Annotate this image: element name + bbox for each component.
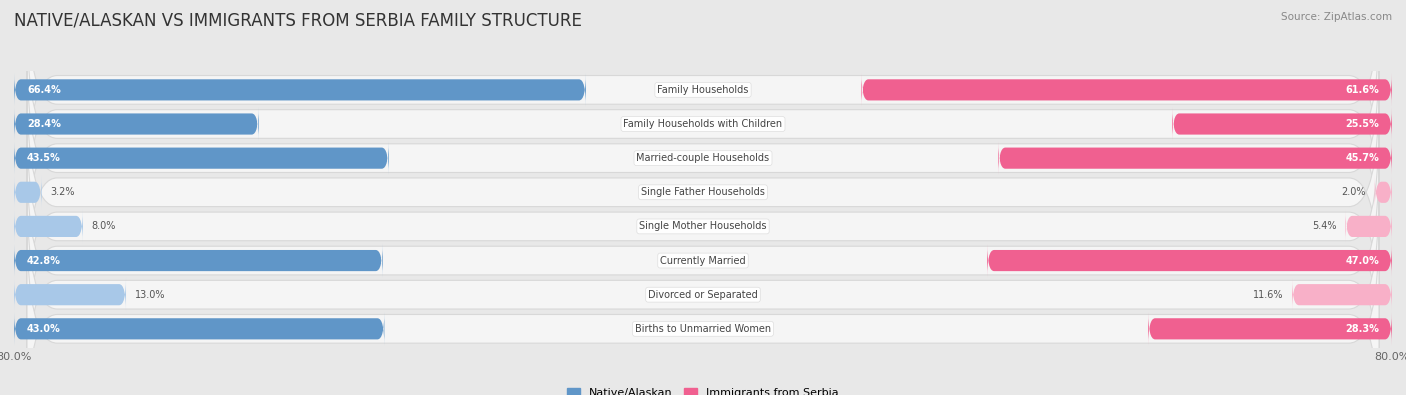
Text: 61.6%: 61.6% bbox=[1346, 85, 1379, 95]
Text: Source: ZipAtlas.com: Source: ZipAtlas.com bbox=[1281, 12, 1392, 22]
Text: 28.3%: 28.3% bbox=[1346, 324, 1379, 334]
Text: NATIVE/ALASKAN VS IMMIGRANTS FROM SERBIA FAMILY STRUCTURE: NATIVE/ALASKAN VS IMMIGRANTS FROM SERBIA… bbox=[14, 12, 582, 30]
FancyBboxPatch shape bbox=[862, 73, 1392, 107]
Text: Births to Unmarried Women: Births to Unmarried Women bbox=[636, 324, 770, 334]
Text: Single Father Households: Single Father Households bbox=[641, 187, 765, 197]
FancyBboxPatch shape bbox=[27, 19, 1379, 229]
Text: 13.0%: 13.0% bbox=[135, 290, 165, 300]
FancyBboxPatch shape bbox=[27, 53, 1379, 263]
Text: 11.6%: 11.6% bbox=[1253, 290, 1284, 300]
FancyBboxPatch shape bbox=[1292, 278, 1392, 311]
FancyBboxPatch shape bbox=[1346, 210, 1392, 243]
Text: 43.0%: 43.0% bbox=[27, 324, 60, 334]
FancyBboxPatch shape bbox=[27, 87, 1379, 297]
FancyBboxPatch shape bbox=[14, 278, 127, 311]
FancyBboxPatch shape bbox=[998, 141, 1392, 175]
FancyBboxPatch shape bbox=[27, 121, 1379, 331]
Text: Family Households with Children: Family Households with Children bbox=[623, 119, 783, 129]
FancyBboxPatch shape bbox=[14, 210, 83, 243]
FancyBboxPatch shape bbox=[27, 0, 1379, 195]
Text: 3.2%: 3.2% bbox=[51, 187, 75, 197]
FancyBboxPatch shape bbox=[27, 155, 1379, 366]
FancyBboxPatch shape bbox=[14, 107, 259, 141]
Text: 47.0%: 47.0% bbox=[1346, 256, 1379, 265]
Text: 2.0%: 2.0% bbox=[1341, 187, 1367, 197]
Legend: Native/Alaskan, Immigrants from Serbia: Native/Alaskan, Immigrants from Serbia bbox=[562, 384, 844, 395]
Text: Currently Married: Currently Married bbox=[661, 256, 745, 265]
Text: 45.7%: 45.7% bbox=[1346, 153, 1379, 163]
FancyBboxPatch shape bbox=[14, 73, 586, 107]
Text: Married-couple Households: Married-couple Households bbox=[637, 153, 769, 163]
FancyBboxPatch shape bbox=[14, 175, 42, 209]
Text: 8.0%: 8.0% bbox=[91, 222, 115, 231]
FancyBboxPatch shape bbox=[1375, 175, 1392, 209]
FancyBboxPatch shape bbox=[27, 224, 1379, 395]
Text: Family Households: Family Households bbox=[658, 85, 748, 95]
FancyBboxPatch shape bbox=[987, 244, 1392, 277]
FancyBboxPatch shape bbox=[1149, 312, 1392, 346]
Text: 66.4%: 66.4% bbox=[27, 85, 60, 95]
Text: 43.5%: 43.5% bbox=[27, 153, 60, 163]
Text: 5.4%: 5.4% bbox=[1312, 222, 1337, 231]
FancyBboxPatch shape bbox=[14, 312, 384, 346]
FancyBboxPatch shape bbox=[27, 190, 1379, 395]
Text: Single Mother Households: Single Mother Households bbox=[640, 222, 766, 231]
FancyBboxPatch shape bbox=[14, 244, 382, 277]
Text: 42.8%: 42.8% bbox=[27, 256, 60, 265]
FancyBboxPatch shape bbox=[14, 141, 388, 175]
Text: 25.5%: 25.5% bbox=[1346, 119, 1379, 129]
Text: Divorced or Separated: Divorced or Separated bbox=[648, 290, 758, 300]
FancyBboxPatch shape bbox=[1173, 107, 1392, 141]
Text: 28.4%: 28.4% bbox=[27, 119, 60, 129]
